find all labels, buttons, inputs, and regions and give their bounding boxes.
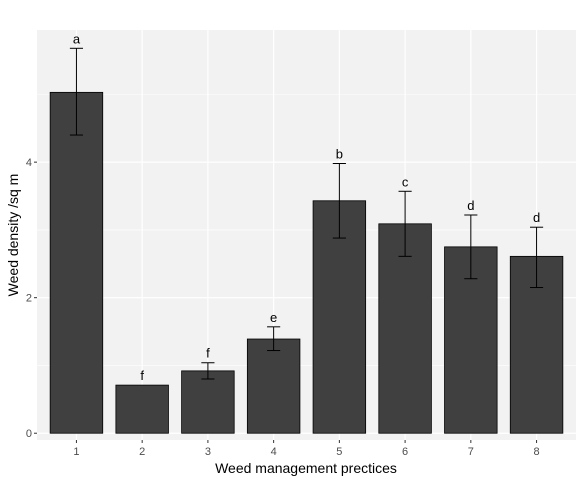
significance-label-8: d [533, 210, 540, 225]
error-bars [69, 47, 544, 380]
significance-label-2: f [140, 368, 144, 383]
bar-6 [378, 223, 432, 434]
x-tick-label: 3 [205, 446, 211, 458]
bar-2 [115, 384, 169, 434]
bar-1 [49, 91, 104, 434]
x-tick-label: 8 [533, 446, 539, 458]
x-axis-ticks: 1 2 3 4 5 6 7 8 [73, 440, 540, 458]
x-tick-label: 4 [271, 446, 277, 458]
significance-label-6: c [402, 174, 409, 189]
significance-label-5: b [336, 147, 343, 162]
x-axis-title: Weed management prectices [215, 460, 397, 476]
significance-label-4: e [270, 310, 277, 325]
x-tick-label: 2 [139, 446, 145, 458]
x-tick-label: 5 [336, 446, 342, 458]
y-tick-label: 0 [26, 428, 32, 440]
x-tick-label: 6 [402, 446, 408, 458]
x-tick-label: 7 [468, 446, 474, 458]
significance-labels: a f f e b c d d [73, 31, 540, 383]
y-axis-ticks: 0 2 4 [26, 157, 37, 440]
bar-4 [246, 338, 301, 434]
significance-label-7: d [467, 198, 474, 213]
x-tick-label: 1 [73, 446, 79, 458]
bar-3 [181, 370, 235, 434]
y-tick-label: 4 [26, 157, 32, 169]
bars [49, 91, 564, 434]
y-axis-title: Weed density /sq m [5, 174, 21, 297]
significance-label-3: f [206, 346, 210, 361]
significance-label-1: a [73, 31, 81, 46]
y-tick-label: 2 [26, 293, 32, 305]
bar-5 [312, 200, 367, 434]
